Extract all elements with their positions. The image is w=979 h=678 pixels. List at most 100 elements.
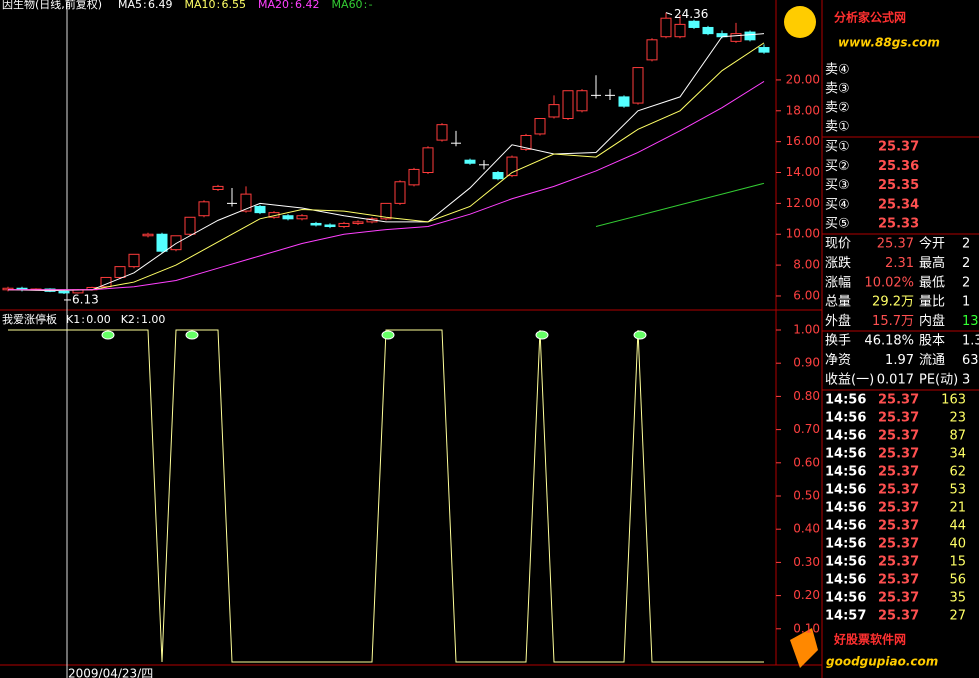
stat-label: 内盘	[919, 313, 945, 329]
tick-volume: 44	[949, 519, 966, 534]
stat-value: 25.37	[877, 237, 914, 252]
tick-time: 14:56	[825, 519, 866, 534]
candle-body	[702, 26, 714, 35]
tick-price: 25.37	[878, 411, 919, 426]
candle-body	[240, 193, 252, 212]
tick-price: 25.37	[878, 537, 919, 552]
logo: 分析家公式网 www.88gs.com	[784, 6, 940, 50]
ma-name: MA5	[118, 0, 142, 11]
x-label: 2009/04/23/四	[68, 667, 153, 678]
candle-body	[618, 96, 630, 107]
tick-time: 14:56	[825, 537, 866, 552]
legend-sep: :	[81, 313, 85, 326]
ma-value: -	[369, 0, 373, 11]
logo: 好股票软件网 goodgupiao.com	[790, 628, 938, 669]
candle-body	[744, 31, 756, 41]
y-tick-label: 20.00	[786, 72, 820, 86]
annotation-arrow	[665, 12, 673, 16]
candle-body	[212, 185, 224, 190]
candle-body	[464, 159, 476, 164]
stat-label: 外盘	[825, 313, 851, 329]
candle-body	[436, 124, 448, 141]
candle-body	[324, 224, 336, 228]
tick-time: 14:57	[825, 609, 866, 624]
legend-value: 1.00	[141, 313, 166, 326]
tick-volume: 34	[949, 447, 966, 462]
annotation: 24.36	[674, 7, 708, 21]
ma-sep: :	[143, 0, 147, 11]
buy-price: 25.35	[878, 178, 919, 193]
tick-time: 14:56	[825, 591, 866, 606]
stat-label: 流通	[919, 353, 945, 368]
tick-price: 25.37	[878, 555, 919, 570]
ma-name: MA10	[185, 0, 216, 11]
candle-body	[128, 253, 140, 268]
y-tick-label: 0.40	[793, 522, 820, 536]
stat-label: 涨幅	[825, 275, 851, 290]
candle-body	[184, 216, 196, 235]
candle-body	[548, 104, 560, 118]
tick-price: 25.37	[878, 429, 919, 444]
tick-volume: 35	[949, 591, 966, 606]
ma-line	[8, 42, 765, 291]
y-tick-label: 0.30	[793, 555, 820, 569]
tick-volume: 21	[949, 501, 966, 516]
ma-line	[595, 182, 765, 228]
sell-label: 卖④	[825, 63, 850, 78]
legend-value: 0.00	[86, 313, 111, 326]
stat-label: PE(动)	[919, 372, 958, 387]
candle-body	[758, 47, 770, 53]
candle-body	[394, 181, 406, 204]
stat-value: 46.18%	[864, 334, 914, 349]
ma-sep: :	[290, 0, 294, 11]
logo-url: goodgupiao.com	[826, 655, 938, 669]
indicator-title: 我爱涨停板	[2, 312, 57, 326]
tick-price: 25.37	[878, 465, 919, 480]
y-tick-label: 0.60	[793, 455, 820, 469]
tick-price: 25.37	[878, 501, 919, 516]
tick-price: 25.37	[878, 447, 919, 462]
signal-icon	[101, 330, 115, 340]
stat-label: 涨跌	[825, 255, 851, 271]
stat-value: 2	[962, 237, 970, 252]
candle-body	[674, 23, 686, 38]
ma-value: 6.42	[295, 0, 320, 11]
tick-time: 14:56	[825, 393, 866, 408]
candle-body	[506, 156, 518, 177]
tick-price: 25.37	[878, 591, 919, 606]
candle-body	[254, 205, 266, 214]
tick-time: 14:56	[825, 501, 866, 516]
tick-volume: 27	[949, 609, 966, 624]
y-tick-label: 0.70	[793, 422, 820, 436]
tick-volume: 40	[949, 537, 966, 552]
annotation: 6.13	[72, 292, 99, 306]
stat-label: 量比	[919, 295, 945, 310]
tick-price: 25.37	[878, 393, 919, 408]
buy-label: 买⑤	[825, 217, 850, 232]
candle-body	[156, 233, 168, 252]
y-tick-label: 18.00	[786, 103, 820, 117]
tick-price: 25.37	[878, 573, 919, 588]
candle-body	[646, 39, 658, 61]
stat-value: 0.017	[877, 372, 914, 387]
candle-body	[352, 221, 364, 224]
signal-icon	[535, 330, 549, 340]
candle-body	[422, 147, 434, 174]
tick-volume: 56	[949, 573, 966, 588]
indicator-line	[8, 329, 764, 663]
logo-icon	[784, 6, 816, 38]
logo-icon	[790, 628, 818, 668]
buy-label: 买③	[825, 178, 850, 193]
signal-icon	[185, 330, 199, 340]
buy-price: 25.34	[878, 197, 919, 212]
tick-price: 25.37	[878, 609, 919, 624]
buy-label: 买①	[825, 140, 850, 155]
y-tick-label: 6.00	[793, 288, 820, 302]
legend-sep: :	[136, 313, 140, 326]
sell-label: 卖③	[825, 82, 850, 97]
candle-body	[576, 90, 588, 112]
stat-label: 股本	[919, 334, 945, 349]
candle-body	[380, 202, 392, 220]
